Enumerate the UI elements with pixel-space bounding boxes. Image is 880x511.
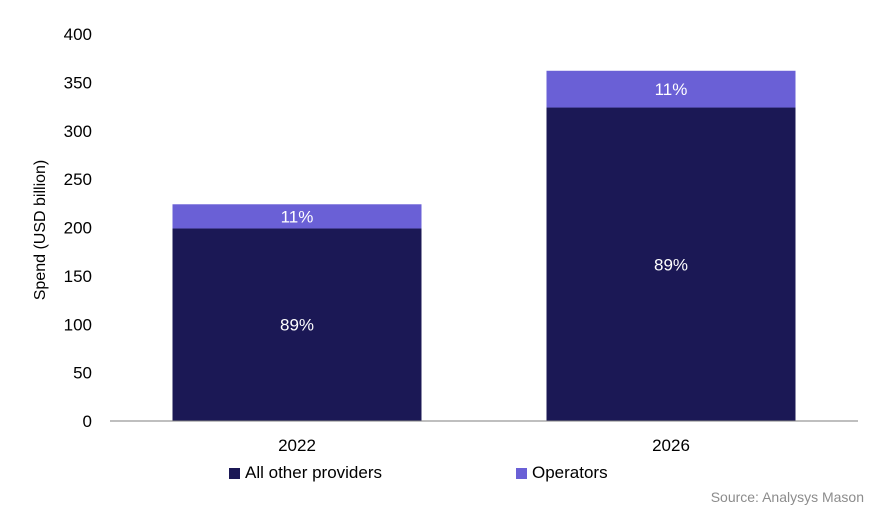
legend-swatch-operators [516,467,527,479]
bar-data-label: 11% [655,80,688,99]
y-tick-label: 150 [64,267,92,286]
y-tick-label: 350 [64,73,92,92]
y-tick-label: 300 [64,122,92,141]
y-tick-label: 50 [73,364,92,383]
x-tick-label: 2022 [278,436,316,455]
bar-data-label: 89% [654,255,688,274]
legend: All other providers Operators [0,463,880,491]
x-tick-label: 2026 [652,436,690,455]
bar-segment [172,228,422,421]
legend-label-operators: Operators [532,463,608,482]
bar-data-label: 11% [281,207,314,226]
bar-segment [546,107,796,421]
source-note: Source: Analysys Mason [710,489,864,505]
y-tick-label: 200 [64,219,92,238]
y-tick-label: 100 [64,315,92,334]
chart: 0 50 100 150 200 250 300 350 400 89% 11% 89% 11% 20… [32,25,858,455]
legend-swatch-all-other-providers [229,467,240,479]
legend-item-operators: Operators [516,463,608,483]
y-axis-label: Spend (USD billion) [32,160,49,301]
legend-label-all-other-providers: All other providers [245,463,383,482]
legend-item-all-other-providers: All other providers [229,463,382,483]
bars: 89% 11% 89% 11% [172,70,796,421]
x-axis: 2022 2026 [110,420,858,455]
bar-data-label: 89% [280,316,314,335]
y-tick-label: 250 [64,170,92,189]
y-tick-label: 400 [64,25,92,44]
y-tick-label: 0 [83,412,92,431]
y-axis: 0 50 100 150 200 250 300 350 400 [64,25,92,431]
bar-segment [172,204,422,229]
bar-segment [546,70,796,108]
